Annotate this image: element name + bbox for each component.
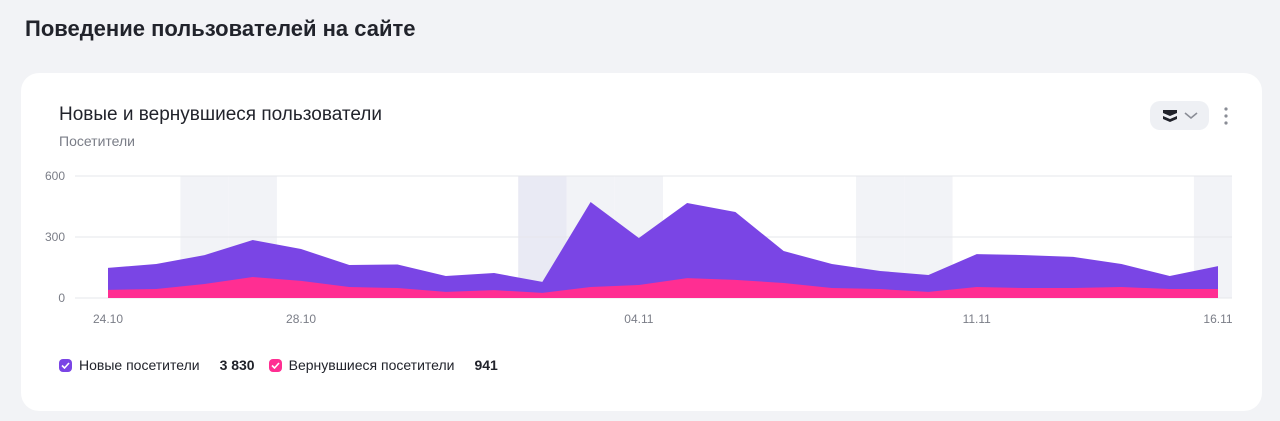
legend-total: 941 <box>474 357 498 373</box>
stacked-area-chart: 0 300 600 24.10 28.10 04.11 11.11 16.11 <box>45 169 1233 326</box>
x-tick-label: 04.11 <box>624 312 653 326</box>
series-area-new <box>108 202 1218 298</box>
chart-type-button[interactable] <box>1150 101 1209 130</box>
chart-title: Новые и вернувшиеся пользователи <box>59 104 383 125</box>
page-title: Поведение пользователей на сайте <box>25 16 416 41</box>
legend-item-returning[interactable]: Вернувшиеся посетители 941 <box>268 357 498 373</box>
x-tick-label: 28.10 <box>286 312 316 326</box>
y-tick-label: 600 <box>45 169 65 183</box>
series-area-returning <box>108 277 1218 298</box>
x-tick-label: 16.11 <box>1203 312 1232 326</box>
y-tick-label: 300 <box>45 230 65 244</box>
legend-label: Вернувшиеся посетители <box>288 357 455 373</box>
x-tick-label: 11.11 <box>963 312 992 326</box>
more-vertical-icon[interactable] <box>1219 105 1233 127</box>
y-tick-label: 0 <box>58 291 65 305</box>
stacked-area-icon <box>1162 109 1177 122</box>
chart-card: Новые и вернувшиеся пользователи Посетит… <box>21 73 1262 411</box>
legend-label: Новые посетители <box>79 357 200 373</box>
chevron-down-icon <box>1183 111 1198 119</box>
checkbox-checked-icon[interactable] <box>268 358 282 372</box>
x-tick-label: 24.10 <box>93 312 123 326</box>
legend-total: 3 830 <box>219 357 255 373</box>
chart-subtitle: Посетители <box>59 133 135 149</box>
legend-item-new[interactable]: Новые посетители 3 830 <box>59 357 255 373</box>
checkbox-checked-icon[interactable] <box>59 358 72 372</box>
legend: Новые посетители 3 830 Вернувшиеся посет… <box>59 357 512 373</box>
